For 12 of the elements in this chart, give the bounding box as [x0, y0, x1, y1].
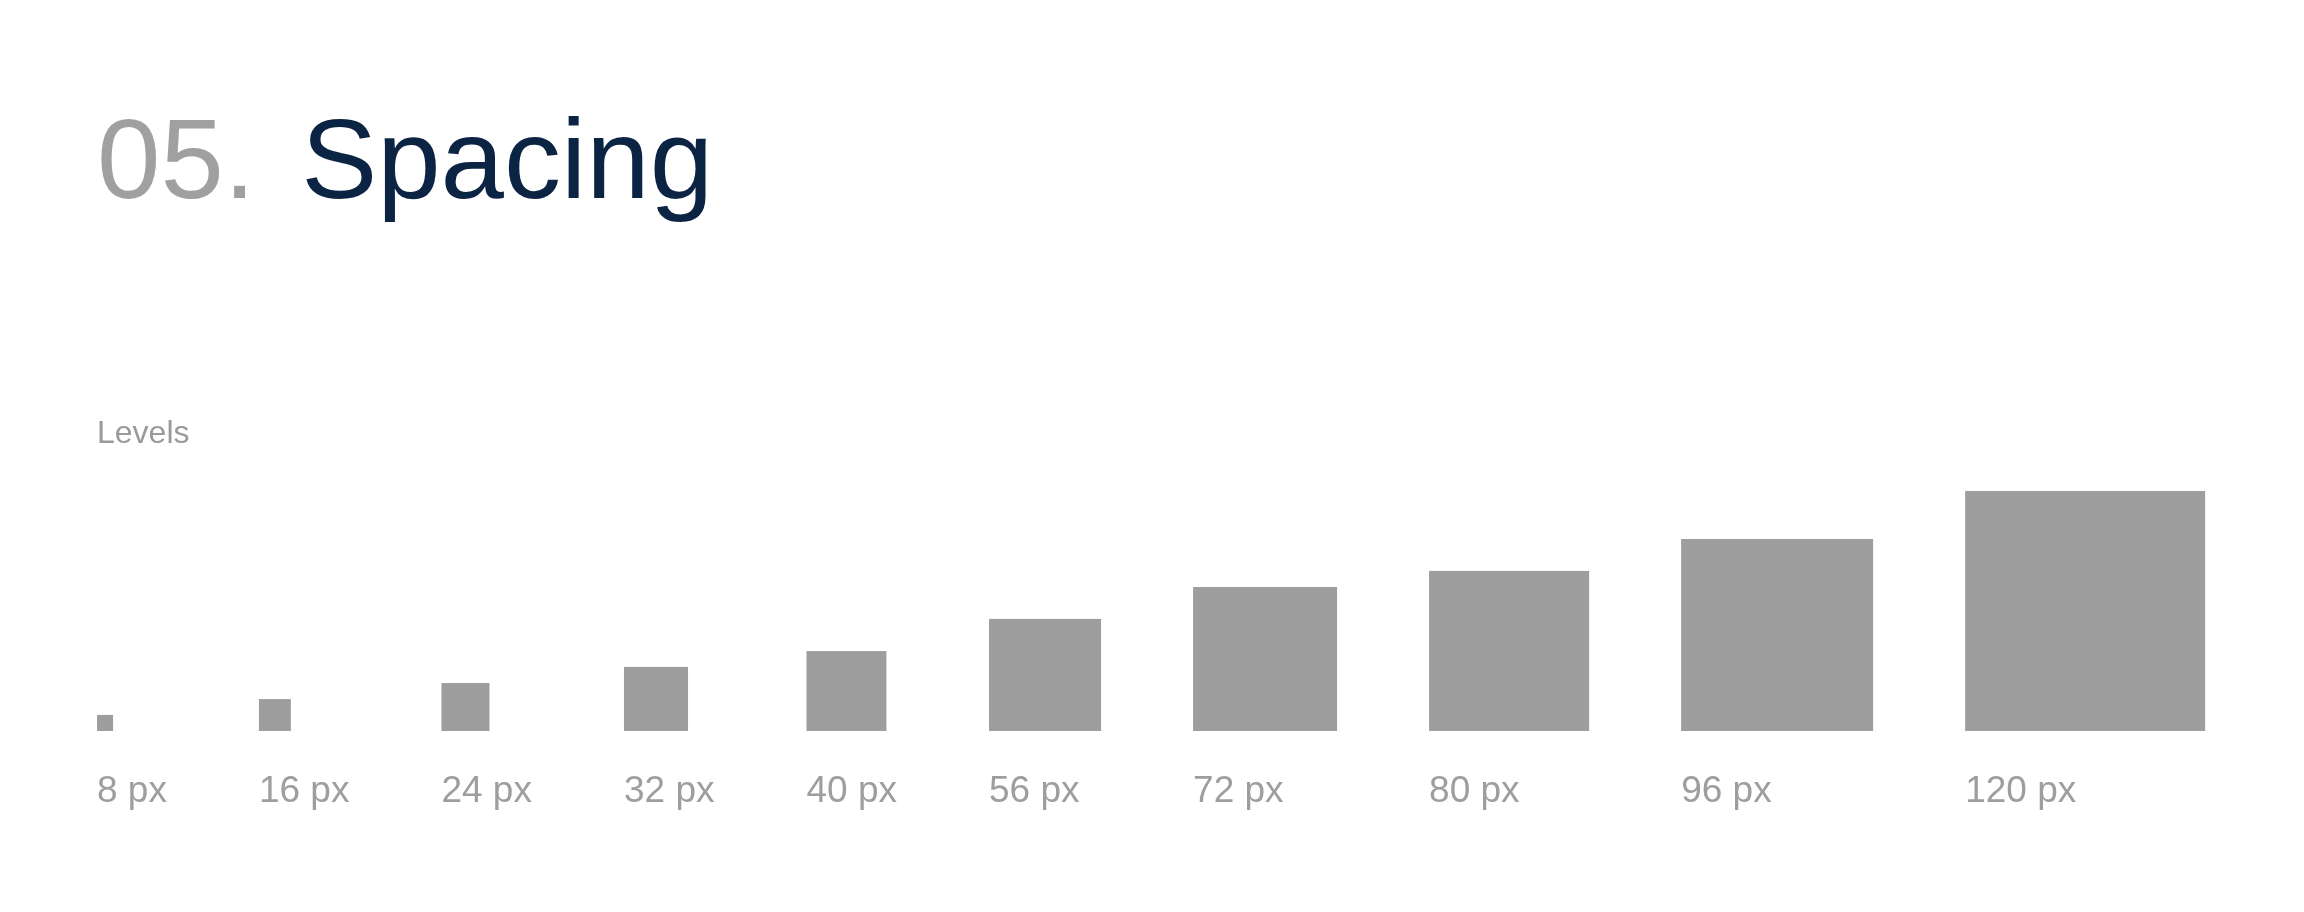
x-tick-label: 8 px [97, 769, 168, 810]
x-tick-label: 96 px [1681, 769, 1773, 810]
x-tick-label: 16 px [258, 769, 350, 810]
chart-subtitle: Levels [97, 414, 190, 450]
x-tick-label: 40 px [806, 769, 898, 810]
x-tick-label: 32 px [623, 769, 715, 810]
x-tick-label: 72 px [1193, 769, 1285, 810]
x-tick-label: 80 px [1429, 769, 1521, 810]
x-tick-label: 56 px [988, 769, 1080, 810]
chart-title: 05. Spacing [97, 95, 714, 222]
x-tick-label: 24 px [441, 769, 533, 810]
x-tick-label: 120 px [1965, 769, 2077, 810]
